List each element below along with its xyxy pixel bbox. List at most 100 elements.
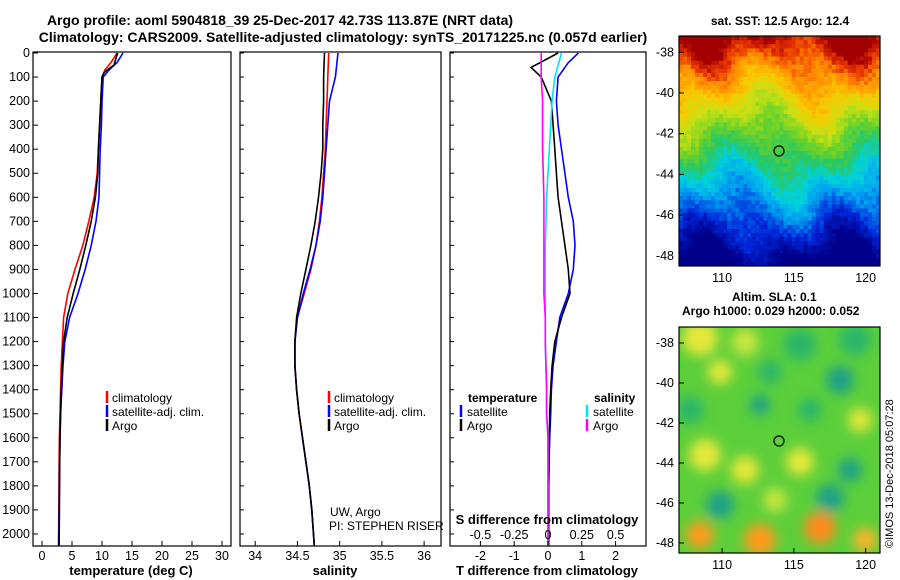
sst-cell bbox=[743, 77, 748, 82]
sst-cell bbox=[723, 151, 728, 156]
sst-cell bbox=[731, 97, 736, 103]
sst-cell bbox=[771, 118, 777, 123]
sst-cell bbox=[759, 85, 765, 90]
sst-cell bbox=[807, 89, 813, 95]
sst-cell bbox=[823, 64, 829, 70]
sst-cell bbox=[711, 44, 716, 49]
sst-cell bbox=[763, 130, 769, 136]
sst-cell bbox=[779, 163, 785, 169]
sst-cell bbox=[775, 220, 781, 226]
legend-label-argo: Argo bbox=[334, 419, 360, 433]
sst-cell bbox=[763, 192, 769, 197]
sst-cell bbox=[739, 257, 744, 263]
sst-cell bbox=[719, 130, 724, 136]
sst-cell bbox=[867, 60, 873, 66]
sst-cell bbox=[827, 114, 833, 119]
sst-cell bbox=[787, 130, 793, 136]
sst-cell bbox=[731, 109, 736, 115]
sst-cell bbox=[827, 257, 833, 263]
sst-cell bbox=[755, 241, 760, 247]
sst-cell bbox=[831, 163, 837, 169]
sst-cell bbox=[699, 204, 704, 210]
sst-cell bbox=[687, 261, 692, 266]
sst-cell bbox=[823, 105, 829, 111]
sst-cell bbox=[795, 130, 801, 136]
sst-cell bbox=[791, 237, 797, 242]
sst-cell bbox=[843, 151, 849, 156]
sst-cell bbox=[775, 159, 781, 164]
sst-cell bbox=[691, 56, 696, 62]
sst-cell bbox=[871, 216, 877, 222]
sst-cell bbox=[739, 126, 744, 132]
sst-cell bbox=[867, 36, 873, 41]
sst-cell bbox=[699, 159, 704, 164]
sst-cell bbox=[695, 97, 700, 103]
sst-cell bbox=[703, 93, 708, 99]
sst-cell bbox=[755, 138, 760, 144]
sst-cell bbox=[751, 126, 756, 132]
sst-cell bbox=[707, 216, 712, 222]
sst-cell bbox=[747, 68, 752, 74]
map-y-tick-label: -42 bbox=[656, 127, 674, 141]
sst-cell bbox=[763, 179, 769, 185]
sst-cell bbox=[807, 159, 813, 164]
sst-cell bbox=[787, 138, 793, 144]
sst-cell bbox=[835, 261, 841, 266]
sst-cell bbox=[715, 253, 720, 259]
sst-cell bbox=[855, 200, 861, 205]
sst-cell bbox=[703, 109, 708, 115]
sst-cell bbox=[783, 220, 789, 226]
sst-cell bbox=[867, 85, 873, 90]
sst-cell bbox=[839, 245, 845, 251]
sst-cell bbox=[703, 253, 708, 259]
sst-cell bbox=[851, 241, 857, 247]
sst-cell bbox=[783, 68, 789, 74]
sst-cell bbox=[723, 200, 728, 205]
sst-cell bbox=[843, 233, 849, 238]
sst-cell bbox=[759, 245, 765, 251]
sst-cell bbox=[847, 155, 853, 160]
sst-cell bbox=[851, 52, 857, 58]
sst-cell bbox=[799, 89, 805, 95]
sst-cell bbox=[783, 171, 789, 177]
depth-tick-label: 1000 bbox=[2, 286, 30, 300]
sst-cell bbox=[831, 216, 837, 222]
legend-label-satellite: satellite-adj. clim. bbox=[334, 405, 426, 419]
sst-cell bbox=[819, 44, 825, 49]
sst-cell bbox=[855, 159, 861, 164]
sst-cell bbox=[831, 142, 837, 148]
sst-cell bbox=[783, 101, 789, 107]
sst-cell bbox=[811, 146, 817, 152]
sst-cell bbox=[823, 155, 829, 160]
sst-cell bbox=[683, 114, 688, 119]
sst-cell bbox=[803, 196, 809, 201]
sst-cell bbox=[759, 126, 765, 132]
sst-cell bbox=[727, 114, 732, 119]
sst-cell bbox=[719, 253, 724, 259]
sst-cell bbox=[847, 109, 853, 115]
sst-cell bbox=[811, 48, 817, 54]
sst-cell bbox=[707, 196, 712, 201]
sst-cell bbox=[835, 36, 841, 41]
sst-cell bbox=[875, 93, 880, 99]
sst-cell bbox=[807, 142, 813, 148]
sst-cell bbox=[815, 105, 821, 111]
sst-cell bbox=[843, 114, 849, 119]
sst-cell bbox=[787, 196, 793, 201]
sst-cell bbox=[815, 192, 821, 197]
sst-cell bbox=[683, 126, 688, 132]
sst-cell bbox=[855, 101, 861, 107]
sst-cell bbox=[783, 89, 789, 95]
sst-cell bbox=[739, 114, 744, 119]
sst-cell bbox=[855, 167, 861, 173]
sst-cell bbox=[727, 118, 732, 123]
sst-cell bbox=[863, 216, 869, 222]
sst-cell bbox=[747, 253, 752, 259]
sst-cell bbox=[875, 114, 880, 119]
sst-cell bbox=[775, 183, 781, 189]
sst-cell bbox=[711, 64, 716, 70]
sst-cell bbox=[767, 130, 773, 136]
sst-cell bbox=[787, 77, 793, 82]
sst-cell bbox=[735, 118, 740, 123]
sst-cell bbox=[871, 134, 877, 140]
